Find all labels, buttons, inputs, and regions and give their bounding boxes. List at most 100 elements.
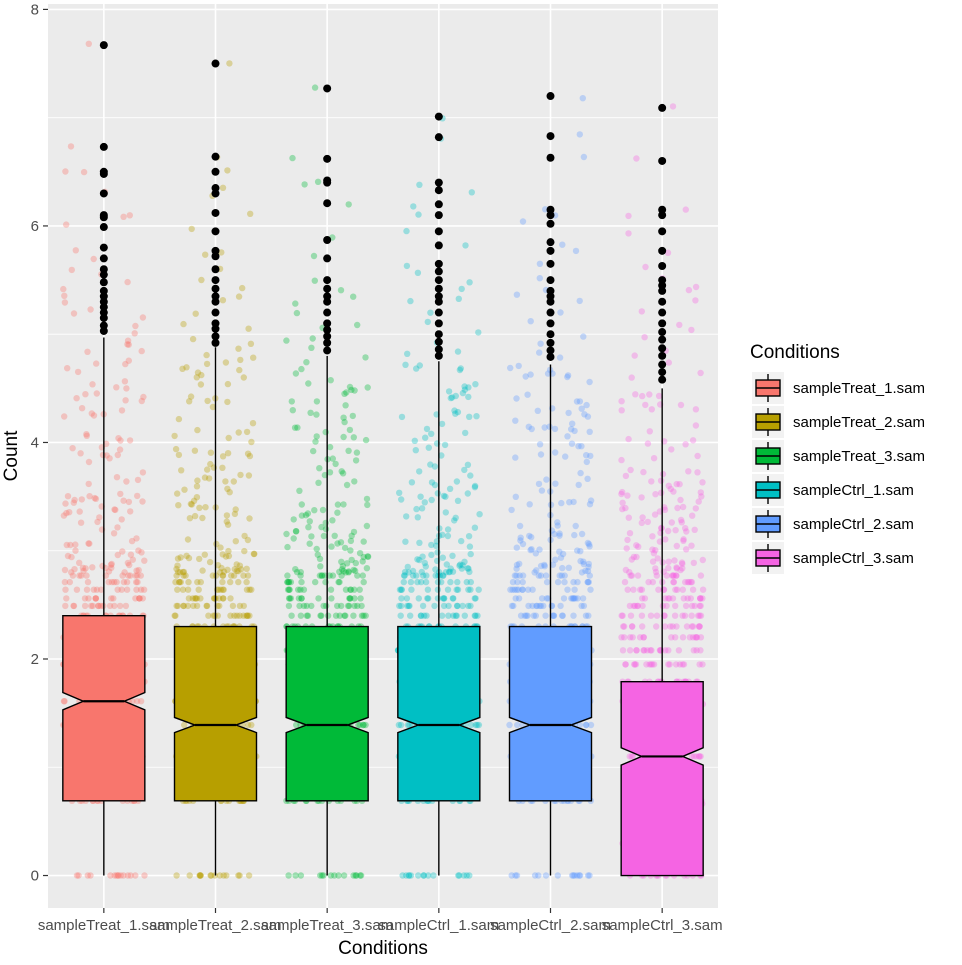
jitter-point	[677, 496, 684, 504]
jitter-point	[648, 406, 655, 413]
outlier-point	[546, 153, 555, 162]
jitter-point	[573, 398, 581, 405]
jitter-point	[284, 572, 291, 579]
jitter-point	[425, 595, 432, 602]
jitter-point	[631, 352, 638, 359]
jitter-point	[117, 490, 124, 498]
jitter-point	[195, 586, 202, 593]
outlier-point	[323, 284, 332, 293]
jitter-point	[686, 634, 694, 641]
jitter-point	[542, 572, 550, 579]
outlier-point	[546, 346, 555, 355]
jitter-point	[235, 568, 242, 575]
jitter-point	[353, 449, 361, 456]
jitter-point	[318, 872, 326, 879]
jitter-point	[692, 422, 700, 429]
jitter-point	[124, 559, 132, 567]
jitter-point	[431, 481, 439, 489]
jitter-point	[428, 541, 435, 549]
jitter-point	[673, 572, 680, 579]
outlier-point	[99, 243, 108, 252]
jitter-point	[284, 578, 291, 586]
jitter-point	[439, 531, 446, 538]
jitter-point	[672, 661, 680, 668]
outlier-point	[99, 213, 108, 222]
jitter-point	[471, 595, 478, 602]
outlier-point	[323, 84, 332, 93]
jitter-point	[466, 568, 473, 576]
y-tick-label: 4	[31, 434, 39, 451]
jitter-point	[174, 586, 181, 593]
jitter-point	[661, 612, 668, 619]
y-tick-label: 8	[31, 1, 39, 18]
jitter-point	[340, 414, 347, 421]
jitter-point	[292, 528, 300, 535]
jitter-point	[688, 542, 695, 549]
jitter-point	[449, 568, 457, 575]
jitter-point	[207, 460, 214, 468]
outlier-point	[434, 330, 443, 339]
jitter-point	[515, 586, 522, 593]
jitter-point	[313, 545, 320, 553]
jitter-point	[580, 153, 588, 161]
jitter-point	[524, 612, 531, 619]
jitter-point	[692, 283, 700, 291]
outlier-point	[658, 308, 667, 317]
jitter-point	[215, 595, 223, 602]
jitter-point	[327, 872, 335, 879]
jitter-point	[416, 468, 423, 475]
jitter-point	[340, 872, 348, 879]
jitter-point	[453, 586, 460, 593]
jitter-point	[292, 300, 299, 307]
jitter-point	[680, 661, 688, 668]
jitter-point	[328, 543, 335, 550]
outlier-point	[658, 211, 667, 220]
jitter-point	[571, 586, 578, 593]
jitter-point	[214, 612, 221, 619]
jitter-point	[249, 420, 257, 427]
jitter-point	[622, 504, 629, 512]
y-tick-label: 6	[31, 218, 39, 235]
jitter-point	[677, 566, 684, 574]
jitter-point	[235, 872, 242, 879]
jitter-point	[424, 318, 431, 326]
jitter-point	[696, 623, 703, 630]
jitter-point	[459, 602, 466, 610]
jitter-point	[244, 612, 251, 619]
jitter-point	[360, 553, 367, 561]
jitter-point	[626, 602, 634, 610]
outlier-point	[211, 297, 220, 306]
jitter-point	[364, 384, 371, 391]
jitter-point	[699, 595, 706, 602]
jitter-point	[124, 278, 131, 286]
box-body	[173, 625, 258, 802]
jitter-point	[140, 586, 148, 593]
jitter-point	[67, 143, 75, 150]
jitter-point	[652, 565, 659, 572]
jitter-point	[231, 566, 238, 573]
jitter-point	[670, 578, 677, 586]
jitter-point	[579, 595, 587, 602]
jitter-point	[68, 569, 75, 576]
jitter-point	[689, 512, 696, 519]
jitter-point	[97, 586, 105, 593]
jitter-point	[362, 721, 369, 729]
outlier-point	[434, 267, 443, 276]
jitter-point	[697, 489, 704, 496]
jitter-point	[552, 556, 559, 563]
jitter-point	[576, 721, 584, 729]
jitter-point	[131, 330, 138, 337]
jitter-point	[398, 595, 405, 602]
jitter-point	[352, 872, 359, 879]
outlier-point	[546, 219, 555, 228]
jitter-point	[578, 443, 585, 450]
jitter-point	[428, 551, 435, 559]
jitter-point	[246, 612, 253, 619]
outlier-point	[323, 319, 332, 328]
jitter-point	[584, 567, 592, 575]
box-4	[397, 112, 481, 876]
jitter-point	[122, 602, 130, 610]
jitter-point	[244, 612, 251, 619]
jitter-point	[525, 423, 532, 430]
jitter-point	[446, 485, 454, 492]
